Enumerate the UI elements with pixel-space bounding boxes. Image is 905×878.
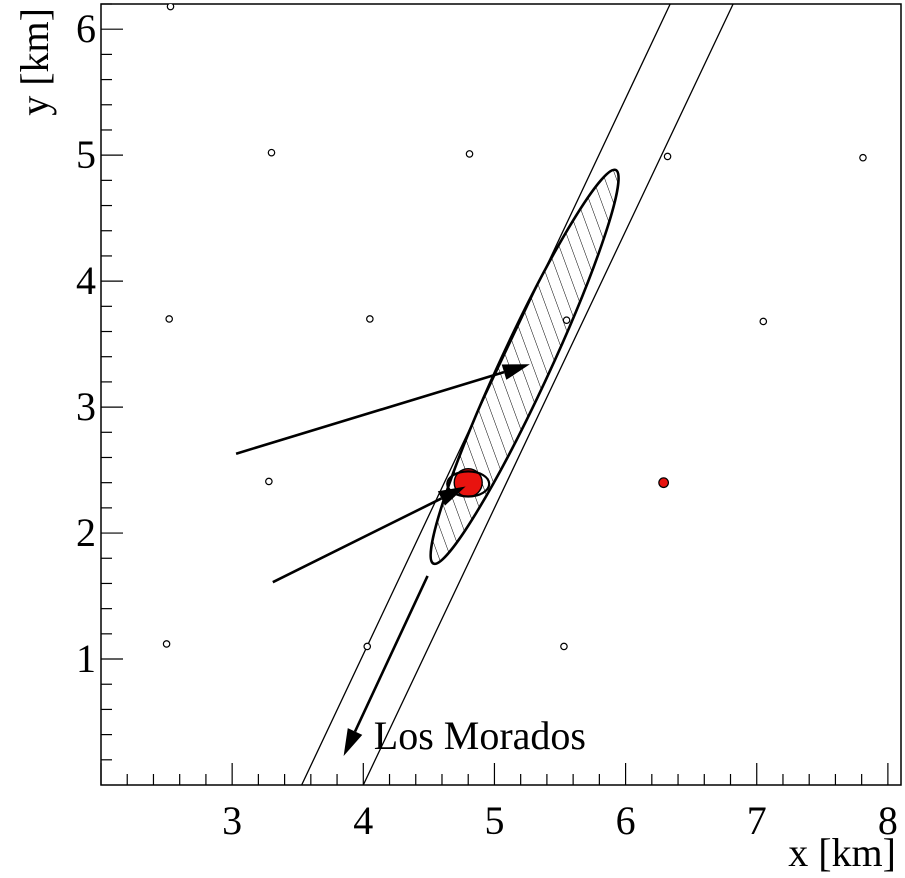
band-line (362, 4, 734, 785)
arrow-shaft (272, 497, 442, 584)
x-tick-label: 6 (616, 798, 636, 843)
x-tick-label: 5 (484, 798, 504, 843)
station-marker (859, 153, 867, 162)
arrow-head (437, 486, 466, 506)
station-marker (562, 316, 571, 324)
y-axis-title: y [km] (12, 8, 57, 116)
core-uncertainty-ellipse (446, 470, 491, 498)
direction-arrow (235, 364, 530, 455)
station-marker (663, 152, 672, 161)
x-tick-label: 4 (353, 798, 373, 843)
direction-arrow (272, 486, 466, 584)
station-marker (267, 148, 276, 157)
station-marker (560, 642, 568, 651)
axis-ticks (100, 3, 889, 785)
x-tick-label: 3 (222, 798, 242, 843)
y-tick-label: 4 (76, 258, 96, 303)
station-marker (363, 642, 372, 651)
arrow-head (501, 364, 530, 380)
station-marker (166, 4, 175, 11)
y-tick-label: 5 (76, 132, 96, 177)
x-axis-title: x [km] (788, 830, 896, 875)
station-marker (162, 640, 171, 648)
plot-frame (100, 3, 902, 786)
y-tick-label: 2 (76, 510, 96, 555)
station-marker (265, 477, 273, 486)
direction-arrow (343, 575, 429, 757)
station-marker (759, 317, 768, 326)
station-marker (366, 315, 374, 323)
station-marker (465, 150, 474, 158)
x-tick-label: 8 (878, 798, 898, 843)
site-label-los-morados: Los Morados (374, 713, 586, 758)
arrow-shaft (353, 575, 429, 733)
arrow-head (343, 728, 363, 757)
triggered-station-marker (658, 477, 670, 489)
arrow-shaft (235, 370, 505, 455)
y-tick-label: 1 (76, 636, 96, 681)
x-tick-label: 7 (747, 798, 767, 843)
y-tick-label: 6 (76, 6, 96, 51)
y-tick-label: 3 (76, 384, 96, 429)
station-marker (165, 315, 173, 323)
